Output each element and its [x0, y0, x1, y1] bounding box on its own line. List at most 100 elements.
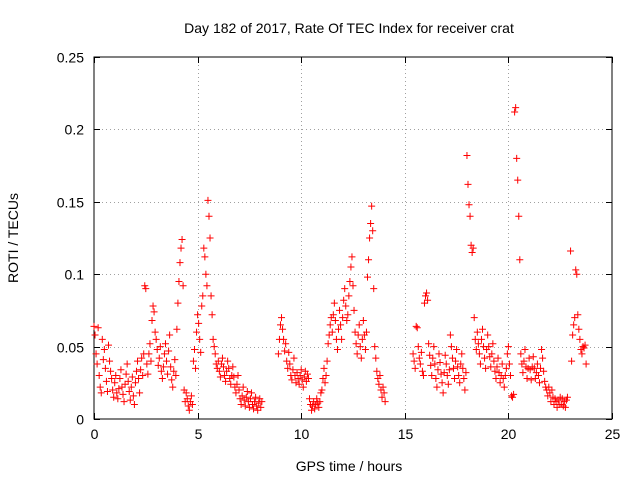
data-point	[94, 324, 102, 332]
data-point	[375, 380, 383, 388]
data-point	[99, 356, 107, 364]
data-point	[487, 363, 495, 371]
data-point	[349, 282, 357, 290]
data-point	[545, 383, 553, 391]
data-point	[139, 372, 147, 380]
data-point	[290, 354, 298, 362]
data-point	[199, 292, 207, 300]
data-point	[568, 357, 576, 365]
data-point	[114, 395, 122, 403]
data-point	[525, 354, 533, 362]
data-point	[517, 350, 525, 358]
data-point	[209, 335, 217, 343]
data-point	[444, 380, 452, 388]
data-point	[474, 340, 482, 348]
data-point	[413, 324, 421, 332]
data-point	[245, 403, 253, 411]
data-point	[282, 340, 290, 348]
data-point	[166, 331, 174, 339]
x-tick-label: 10	[294, 426, 310, 442]
data-point	[512, 104, 520, 112]
data-point	[416, 360, 424, 368]
data-point	[154, 361, 162, 369]
data-point	[303, 370, 311, 378]
data-point	[439, 389, 447, 397]
data-point	[464, 180, 472, 188]
data-point	[147, 357, 155, 365]
data-point	[149, 302, 157, 310]
data-point	[414, 343, 422, 351]
data-point	[222, 377, 230, 385]
data-point	[443, 372, 451, 380]
data-point	[520, 357, 528, 365]
data-points	[90, 104, 590, 414]
data-point	[176, 259, 184, 267]
x-tick-label: 0	[91, 426, 99, 442]
data-point	[471, 335, 479, 343]
data-point	[325, 331, 333, 339]
data-point	[376, 372, 384, 380]
x-tick-label: 25	[605, 426, 621, 442]
data-point	[541, 377, 549, 385]
data-point	[424, 296, 432, 304]
data-point	[548, 386, 556, 394]
data-point	[172, 372, 180, 380]
data-point	[420, 299, 428, 307]
data-point	[575, 325, 583, 333]
data-point	[490, 357, 498, 365]
data-point	[572, 266, 580, 274]
data-point	[563, 393, 571, 401]
data-point	[361, 345, 369, 353]
x-tick-label: 5	[195, 426, 203, 442]
data-point	[146, 340, 154, 348]
y-tick-label: 0.1	[65, 267, 85, 283]
data-point	[473, 328, 481, 336]
data-point	[137, 366, 145, 374]
data-point	[299, 383, 307, 391]
data-point	[280, 335, 288, 343]
data-point	[477, 335, 485, 343]
data-point	[466, 212, 474, 220]
data-point	[136, 389, 144, 397]
data-point	[316, 398, 324, 406]
data-point	[581, 341, 589, 349]
data-point	[339, 314, 347, 322]
data-point	[432, 374, 440, 382]
data-point	[484, 331, 492, 339]
data-point	[175, 277, 183, 285]
data-point	[255, 399, 263, 407]
data-point	[122, 370, 130, 378]
data-point	[204, 196, 212, 204]
data-point	[126, 396, 134, 404]
data-point	[118, 383, 126, 391]
data-point	[455, 372, 463, 380]
data-point	[352, 340, 360, 348]
data-point	[234, 372, 242, 380]
data-point	[207, 292, 215, 300]
data-point	[378, 393, 386, 401]
data-point	[214, 357, 222, 365]
data-point	[163, 357, 171, 365]
data-point	[578, 350, 586, 358]
data-point	[131, 379, 139, 387]
data-point	[201, 253, 209, 261]
data-point	[174, 299, 182, 307]
data-point	[365, 256, 373, 264]
data-point	[457, 360, 465, 368]
data-point	[470, 314, 478, 322]
data-point	[502, 364, 510, 372]
data-point	[317, 389, 325, 397]
y-axis-label: ROTI / TECUs	[5, 193, 21, 283]
data-point	[535, 379, 543, 387]
data-point	[230, 373, 238, 381]
data-point	[155, 354, 163, 362]
data-point	[121, 380, 129, 388]
data-point	[582, 360, 590, 368]
data-point	[456, 379, 464, 387]
data-point	[297, 366, 305, 374]
data-point	[315, 403, 323, 411]
data-point	[369, 227, 377, 235]
data-point	[481, 354, 489, 362]
data-point	[95, 372, 103, 380]
